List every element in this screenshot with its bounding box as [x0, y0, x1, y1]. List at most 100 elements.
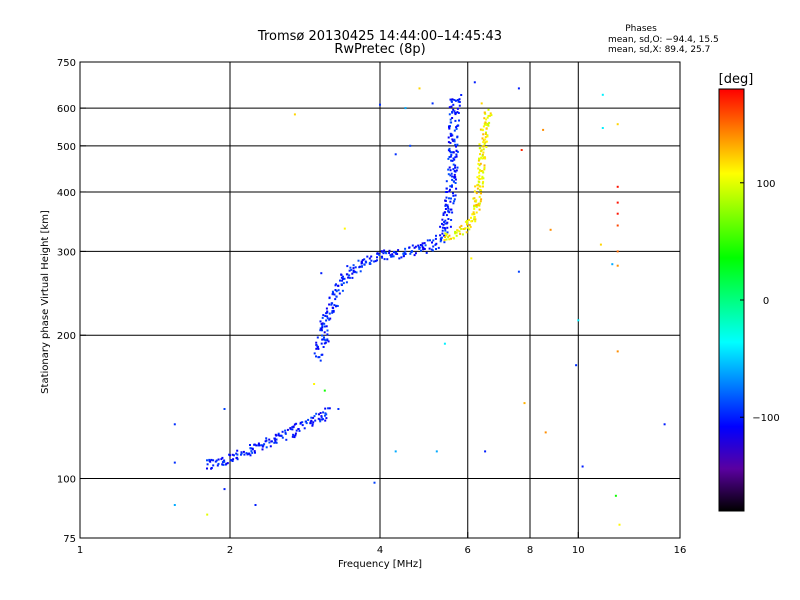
- o-mode-point: [453, 138, 456, 141]
- o-mode-point: [428, 247, 431, 250]
- x-axis-label: Frequency [MHz]: [338, 559, 422, 570]
- o-mode-point: [449, 188, 451, 191]
- x-mode-point: [478, 204, 481, 207]
- o-mode-point: [456, 111, 459, 114]
- o-mode-point: [342, 282, 345, 285]
- x-mode-point: [463, 228, 466, 230]
- o-mode-point: [301, 421, 304, 424]
- o-mode-point: [383, 258, 386, 261]
- o-mode-point: [294, 432, 297, 435]
- x-mode-point: [450, 237, 452, 240]
- o-mode-point: [326, 333, 329, 336]
- o-mode-point: [446, 204, 449, 207]
- o-mode-point: [418, 247, 421, 250]
- o-mode-point: [450, 185, 453, 188]
- x-mode-point: [475, 211, 478, 214]
- o-mode-point: [453, 110, 456, 113]
- o-mode-point: [434, 243, 437, 246]
- x-mode-point: [465, 231, 468, 234]
- x-mode-point: [484, 138, 487, 141]
- o-mode-point: [450, 105, 453, 108]
- scatter-point: [173, 504, 176, 506]
- x-mode-point: [479, 200, 482, 203]
- o-mode-point: [326, 315, 329, 318]
- o-mode-point: [425, 251, 428, 254]
- o-mode-point: [342, 277, 344, 280]
- x-tick-label: 10: [572, 545, 585, 556]
- x-mode-point: [443, 239, 446, 242]
- x-mode-point: [485, 140, 488, 143]
- o-mode-point: [351, 276, 354, 279]
- y-tick-label: 200: [57, 331, 76, 342]
- o-mode-point: [339, 279, 341, 282]
- x-mode-point: [483, 164, 486, 167]
- o-mode-point: [441, 218, 444, 221]
- o-mode-point: [318, 356, 321, 359]
- o-mode-point: [383, 249, 386, 252]
- x-mode-point: [478, 169, 481, 172]
- o-mode-point: [454, 178, 457, 181]
- o-mode-point: [444, 208, 447, 210]
- o-mode-point: [319, 359, 322, 362]
- o-mode-point: [312, 416, 315, 419]
- x-mode-point: [478, 157, 480, 160]
- o-mode-point: [345, 281, 348, 284]
- o-mode-point: [229, 454, 231, 457]
- o-mode-point: [368, 257, 371, 260]
- scatter-point: [599, 243, 602, 246]
- y-tick-label: 500: [57, 142, 76, 153]
- o-mode-point: [311, 423, 314, 426]
- o-mode-point: [448, 125, 450, 128]
- o-mode-point: [328, 296, 331, 299]
- scatter-point: [575, 364, 578, 367]
- o-mode-point: [336, 305, 339, 307]
- o-mode-point: [435, 234, 437, 237]
- o-mode-point: [317, 417, 320, 420]
- phases-title: Phases: [625, 24, 657, 34]
- o-mode-point: [324, 407, 327, 410]
- o-mode-point: [332, 309, 335, 312]
- o-mode-point: [454, 119, 457, 122]
- x-mode-point: [478, 147, 481, 150]
- o-mode-point: [325, 319, 328, 322]
- o-mode-point: [409, 252, 412, 255]
- o-mode-point: [326, 329, 329, 332]
- x-mode-point: [473, 207, 476, 210]
- o-mode-point: [458, 104, 461, 107]
- x-mode-point: [472, 218, 475, 221]
- o-mode-point: [453, 140, 456, 143]
- o-mode-point: [452, 139, 455, 142]
- o-mode-point: [376, 252, 379, 255]
- scatter-point: [293, 113, 296, 116]
- x-mode-point: [475, 199, 478, 202]
- o-mode-point: [408, 246, 411, 249]
- o-mode-point: [413, 254, 416, 257]
- o-mode-point: [363, 263, 366, 266]
- o-mode-point: [360, 262, 363, 265]
- o-mode-point: [444, 204, 447, 207]
- o-mode-point: [453, 158, 456, 161]
- y-tick-label: 300: [57, 247, 76, 258]
- o-mode-point: [351, 272, 354, 275]
- x-mode-point: [483, 166, 486, 169]
- x-mode-point: [478, 171, 481, 174]
- o-mode-point: [313, 415, 316, 418]
- o-mode-point: [373, 260, 376, 263]
- o-mode-point: [440, 239, 443, 241]
- x-mode-point: [483, 142, 486, 145]
- o-mode-point: [448, 211, 451, 214]
- scatter-point: [520, 149, 523, 151]
- o-mode-point: [323, 322, 326, 325]
- x-mode-point: [478, 202, 481, 205]
- o-mode-point: [454, 143, 457, 146]
- x-mode-point: [482, 148, 485, 151]
- o-mode-point: [453, 173, 456, 176]
- o-mode-point: [452, 194, 455, 197]
- o-mode-point: [321, 334, 324, 337]
- o-mode-point: [448, 166, 451, 169]
- x-mode-point: [466, 223, 468, 226]
- o-mode-point: [323, 342, 326, 345]
- phases-mean-x: mean, sd,X: 89.4, 25.7: [608, 45, 710, 55]
- o-mode-point: [243, 453, 246, 456]
- x-mode-point: [485, 127, 488, 130]
